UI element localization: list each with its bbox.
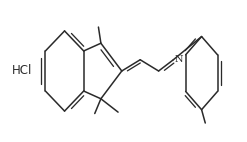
- Text: HCl: HCl: [12, 64, 32, 78]
- Text: N: N: [175, 55, 183, 64]
